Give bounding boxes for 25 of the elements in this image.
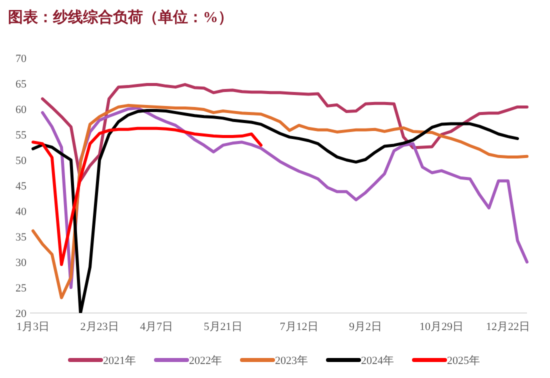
y-tick-label: 35: [16, 232, 27, 244]
legend-label: 2025年: [447, 355, 480, 367]
x-tick-label: 10月29日: [420, 321, 464, 333]
x-tick-label: 4月7日: [140, 321, 173, 333]
y-tick-label: 50: [16, 155, 27, 167]
x-tick-label: 7月12日: [280, 321, 318, 333]
legend-label: 2021年: [103, 355, 136, 367]
y-tick-label: 20: [16, 308, 27, 320]
x-tick-label: 12月22日: [486, 321, 530, 333]
legend-label: 2023年: [275, 355, 308, 367]
x-tick-label: 1月3日: [16, 321, 50, 333]
y-tick-label: 70: [16, 53, 27, 65]
y-tick-label: 60: [16, 104, 27, 116]
y-tick-label: 25: [16, 282, 27, 294]
y-tick-label: 40: [16, 206, 27, 218]
y-tick-label: 30: [16, 257, 27, 269]
x-tick-label: 2月23日: [80, 321, 119, 333]
x-tick-label: 5月21日: [204, 321, 242, 333]
y-tick-label: 65: [16, 78, 27, 90]
chart-title: 图表：纱线综合负荷（单位：%）: [8, 9, 233, 26]
x-tick-label: 9月2日: [349, 321, 382, 333]
y-tick-label: 55: [16, 130, 27, 142]
legend-label: 2024年: [361, 355, 394, 367]
legend-label: 2022年: [189, 355, 222, 367]
y-tick-label: 45: [16, 180, 27, 192]
